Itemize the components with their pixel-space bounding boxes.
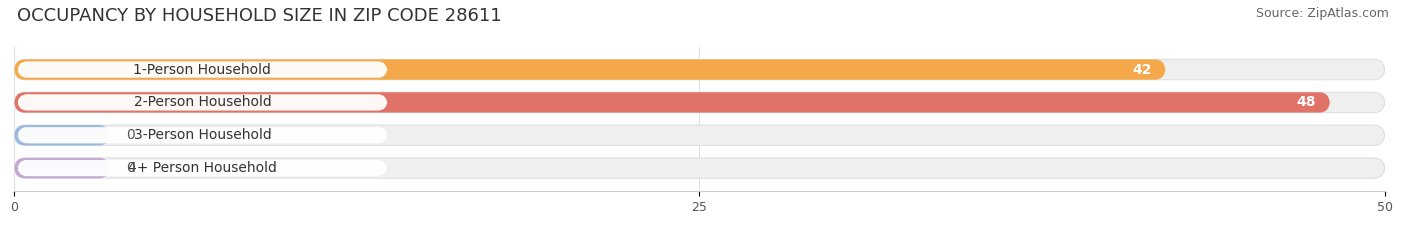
FancyBboxPatch shape — [14, 158, 110, 178]
Text: 48: 48 — [1296, 96, 1316, 110]
Text: 42: 42 — [1132, 63, 1152, 77]
FancyBboxPatch shape — [17, 160, 388, 176]
Text: 2-Person Household: 2-Person Household — [134, 96, 271, 110]
FancyBboxPatch shape — [14, 158, 1385, 178]
Text: 3-Person Household: 3-Person Household — [134, 128, 271, 142]
FancyBboxPatch shape — [14, 59, 1385, 80]
FancyBboxPatch shape — [14, 125, 110, 145]
FancyBboxPatch shape — [14, 92, 1330, 113]
Text: 0: 0 — [127, 128, 135, 142]
Text: Source: ZipAtlas.com: Source: ZipAtlas.com — [1256, 7, 1389, 20]
Text: 0: 0 — [127, 161, 135, 175]
FancyBboxPatch shape — [14, 92, 1385, 113]
FancyBboxPatch shape — [17, 127, 388, 143]
FancyBboxPatch shape — [17, 94, 388, 110]
Text: 4+ Person Household: 4+ Person Household — [128, 161, 277, 175]
FancyBboxPatch shape — [14, 125, 1385, 145]
Text: OCCUPANCY BY HOUSEHOLD SIZE IN ZIP CODE 28611: OCCUPANCY BY HOUSEHOLD SIZE IN ZIP CODE … — [17, 7, 502, 25]
FancyBboxPatch shape — [14, 59, 1166, 80]
Text: 1-Person Household: 1-Person Household — [134, 63, 271, 77]
FancyBboxPatch shape — [17, 62, 388, 78]
